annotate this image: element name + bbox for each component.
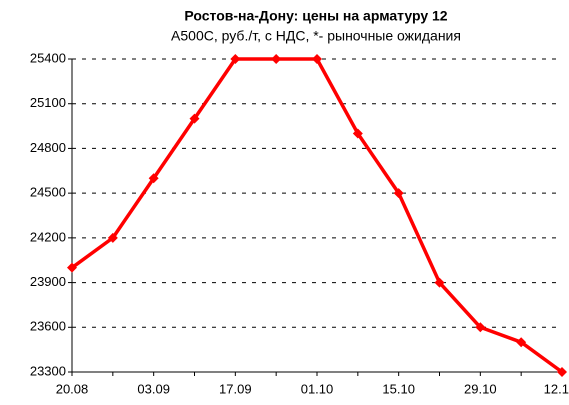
marker	[107, 232, 118, 243]
y-tick-label: 25400	[30, 50, 66, 65]
marker	[352, 128, 363, 139]
y-tick-label: 24200	[30, 229, 66, 244]
marker	[557, 367, 567, 377]
y-tick-label: 23900	[30, 274, 66, 289]
marker	[67, 262, 77, 273]
marker	[516, 337, 527, 348]
marker	[434, 277, 445, 288]
y-tick-label: 23600	[30, 319, 66, 334]
y-tick-label: 23300	[30, 363, 66, 378]
x-tick-label: 20.08	[56, 381, 89, 396]
y-tick-label: 24500	[30, 185, 66, 200]
x-tick-label: 12.11*	[544, 381, 569, 396]
y-tick-label: 24800	[30, 140, 66, 155]
x-tick-label: 29.10	[464, 381, 497, 396]
x-tick-label: 01.10	[301, 381, 334, 396]
marker	[271, 54, 282, 64]
y-tick-label: 25100	[30, 95, 66, 110]
line	[70, 57, 564, 374]
marker	[189, 113, 200, 124]
x-tick-label: 17.09	[219, 381, 252, 396]
x-tick-label: 03.09	[137, 381, 170, 396]
marker	[475, 322, 486, 333]
marker	[148, 173, 159, 184]
marker	[393, 188, 404, 199]
marker	[312, 54, 322, 64]
x-tick-label: 15.10	[382, 381, 415, 396]
chart-title: Ростов-на-Дону: цены на арматуру 12	[184, 8, 447, 24]
chart-subtitle: А500С, руб./т, с НДС, *- рыночные ожидан…	[171, 28, 461, 44]
marker	[230, 54, 241, 64]
